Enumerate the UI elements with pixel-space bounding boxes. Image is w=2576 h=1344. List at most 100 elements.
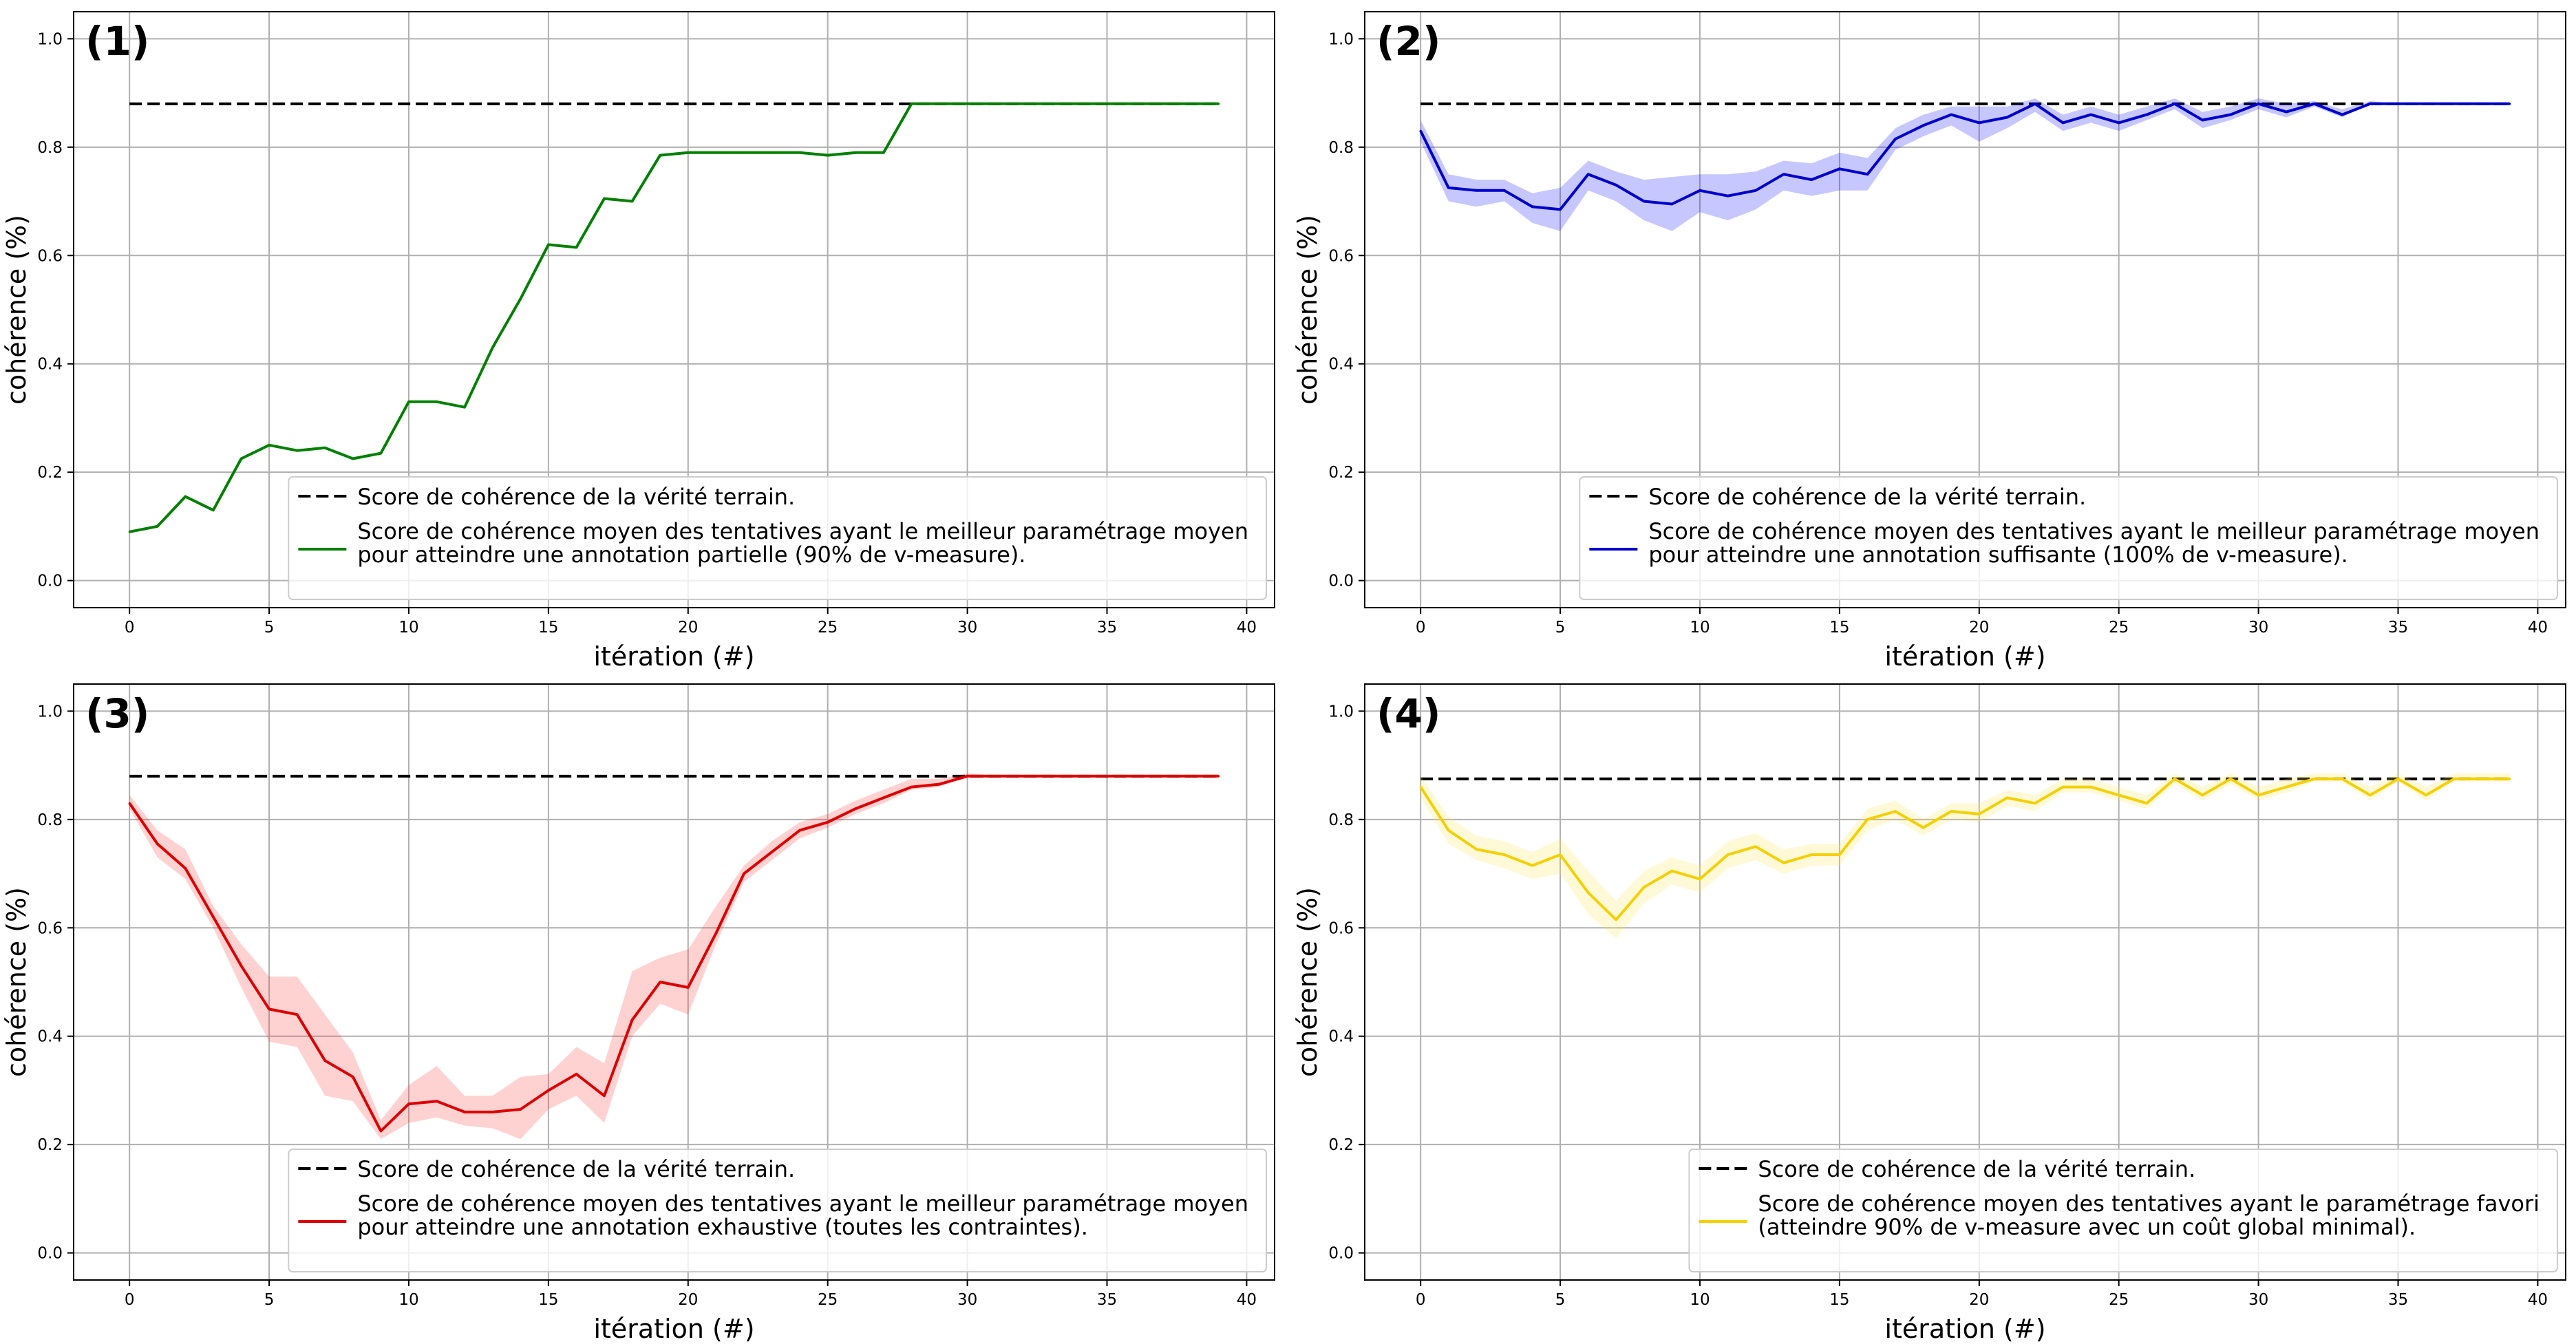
data-point	[1217, 103, 1220, 105]
data-point	[2145, 802, 2148, 804]
data-point	[2341, 114, 2343, 116]
data-point	[1727, 195, 1729, 198]
plot-area	[1419, 773, 2511, 939]
data-point	[882, 151, 885, 154]
data-point	[1810, 178, 1813, 181]
data-point	[519, 297, 522, 300]
data-point	[352, 458, 354, 460]
chart-panel-1: 0 5 10 15 20 25 30 35 40 0.0 0.2 0.4 0.6 0.8 1.0 itérat…	[1, 11, 1275, 672]
data-point	[2257, 103, 2260, 105]
data-point	[2229, 114, 2232, 116]
chart-panel-2: 0 5 10 15 20 25 30 35 40 0.0 0.2 0.4 0.6 0.8 1.0 itérat…	[1292, 11, 2566, 672]
data-point	[631, 200, 634, 203]
y-tick-label: 0.8	[1328, 139, 1354, 157]
x-tick-label: 40	[1237, 619, 1257, 637]
data-point	[798, 829, 801, 832]
y-axis-label: cohérence (%)	[1292, 215, 1323, 405]
x-tick-label: 0	[1416, 1291, 1426, 1309]
y-tick-label: 0.8	[37, 139, 63, 157]
data-point	[2145, 114, 2148, 116]
legend-label-series: Score de cohérence moyen des tentatives …	[1758, 1191, 2540, 1217]
data-point	[1615, 918, 1617, 921]
panel-label: (3)	[85, 690, 149, 737]
data-point	[547, 244, 550, 246]
data-point	[1810, 853, 1813, 856]
data-point	[1419, 129, 1422, 132]
legend-label-reference: Score de cohérence de la vérité terrain.	[357, 484, 795, 510]
data-point	[2313, 778, 2316, 780]
data-point	[2341, 778, 2343, 780]
data-point	[268, 1007, 270, 1010]
data-point	[184, 495, 187, 498]
y-tick-label: 0.4	[37, 1028, 63, 1046]
x-tick-label: 25	[2109, 619, 2129, 637]
legend-label-series: pour atteindre une annotation exhaustive…	[357, 1214, 1088, 1240]
data-point	[2369, 793, 2372, 796]
data-point	[2062, 121, 2065, 124]
data-point	[603, 1094, 606, 1097]
data-point	[1133, 775, 1136, 778]
y-tick-label: 0.0	[1328, 1245, 1354, 1263]
x-tick-label: 0	[125, 1291, 135, 1309]
legend-label-reference: Score de cohérence de la vérité terrain.	[1648, 484, 2086, 510]
y-tick-label: 1.0	[1328, 703, 1354, 721]
data-point	[2201, 793, 2204, 796]
data-point	[1475, 848, 1478, 851]
data-point	[827, 154, 829, 157]
data-point	[631, 1018, 634, 1021]
data-point	[379, 452, 382, 455]
y-tick-label: 0.6	[37, 247, 63, 265]
data-point	[379, 1130, 382, 1132]
data-point	[407, 1102, 410, 1105]
y-tick-label: 0.2	[1328, 1136, 1354, 1154]
legend-label-series: (atteindre 90% de v-measure avec un coût…	[1758, 1214, 2416, 1240]
legend-label-reference: Score de cohérence de la vérité terrain.	[357, 1156, 795, 1182]
data-point	[1475, 189, 1478, 192]
x-tick-label: 30	[957, 619, 977, 637]
x-tick-label: 25	[2109, 1291, 2129, 1309]
x-tick-label: 15	[1829, 619, 1849, 637]
data-point	[2425, 793, 2427, 796]
data-point	[1106, 775, 1109, 778]
legend-box	[288, 476, 1267, 600]
data-point	[2034, 103, 2036, 105]
data-point	[2229, 778, 2232, 780]
data-point	[994, 775, 997, 778]
data-point	[1419, 786, 1422, 789]
data-point	[1894, 138, 1897, 140]
data-point	[2369, 103, 2372, 105]
x-tick-label: 5	[1555, 1291, 1566, 1309]
series-line	[129, 102, 1219, 533]
data-point	[2285, 786, 2288, 789]
data-point	[687, 986, 690, 989]
data-point	[323, 1059, 326, 1062]
data-point	[966, 775, 969, 778]
x-tick-label: 30	[957, 1291, 977, 1309]
axes-frame	[1364, 683, 2566, 1281]
data-point	[128, 531, 131, 533]
data-point	[910, 786, 913, 789]
data-point	[714, 932, 717, 935]
data-point	[771, 851, 774, 853]
panel-label: (2)	[1376, 18, 1440, 65]
data-point	[1950, 114, 1952, 116]
axes-frame	[73, 11, 1275, 608]
x-tick-label: 20	[1969, 619, 1989, 637]
data-point	[771, 151, 774, 154]
data-point	[1782, 862, 1785, 864]
data-point	[184, 867, 187, 870]
data-point	[854, 807, 857, 810]
data-point	[910, 103, 913, 105]
data-point	[1162, 775, 1164, 778]
x-tick-label: 15	[1829, 1291, 1849, 1309]
data-point	[1531, 205, 1533, 208]
y-tick-label: 1.0	[1328, 30, 1354, 48]
data-point	[1503, 853, 1506, 856]
data-point	[1106, 103, 1109, 105]
data-point	[407, 401, 410, 403]
axes-frame	[73, 683, 1275, 1281]
x-tick-label: 10	[398, 1291, 418, 1309]
data-point	[1162, 103, 1164, 105]
data-point	[1699, 189, 1701, 192]
